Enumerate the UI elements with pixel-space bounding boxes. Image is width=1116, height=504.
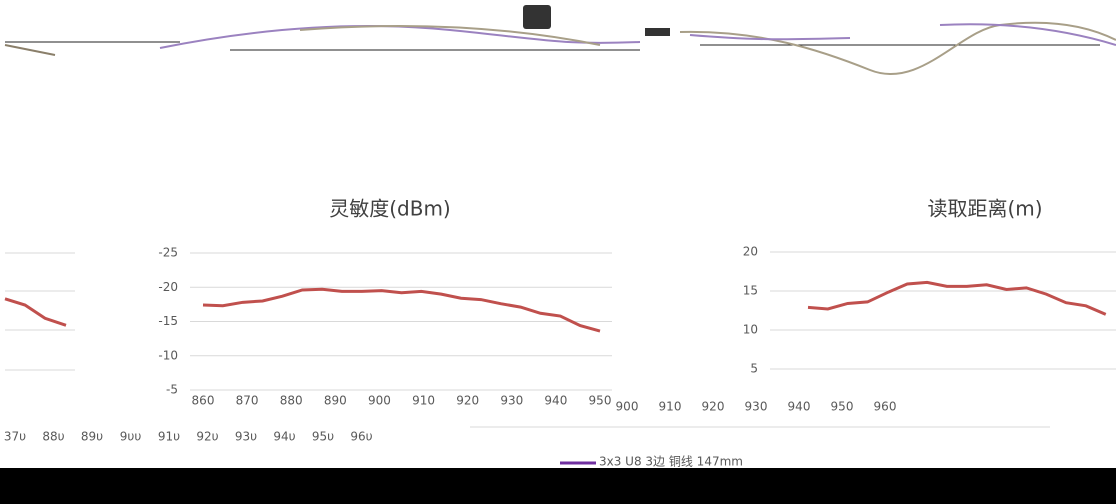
x-tick-label: 920 xyxy=(702,400,725,414)
x-tick-label: 900 xyxy=(616,400,639,414)
black-bar xyxy=(0,468,1116,504)
x-tick-label: 860 xyxy=(192,394,215,408)
x-tick-label: 92υ xyxy=(196,430,218,444)
x-tick-label: 37υ xyxy=(4,430,26,444)
y-tick-label: 10 xyxy=(743,323,758,337)
x-tick-label: 88υ xyxy=(42,430,64,444)
x-tick-label: 94υ xyxy=(273,430,295,444)
fragment-line xyxy=(4,297,67,327)
x-tick-label: 890 xyxy=(324,394,347,408)
data-line xyxy=(202,287,601,333)
left-fragment-grid xyxy=(5,252,75,371)
y-tick-label: -5 xyxy=(166,383,178,397)
x-tick-label: 910 xyxy=(659,400,682,414)
x-tick-label: 880 xyxy=(280,394,303,408)
y-tick-label: 20 xyxy=(743,245,758,259)
x-tick-label: 91υ xyxy=(158,430,180,444)
x-tick-label: 940 xyxy=(788,400,811,414)
x-tick-label: 960 xyxy=(874,400,897,414)
x-tick-label: 96υ xyxy=(350,430,372,444)
y-tick-label: -25 xyxy=(158,246,178,260)
x-tick-label: 9υυ xyxy=(120,430,142,444)
x-tick-label: 950 xyxy=(589,394,612,408)
x-tick-label: 870 xyxy=(236,394,259,408)
cable-decoration xyxy=(4,5,1116,76)
x-tick-label: 930 xyxy=(745,400,768,414)
y-tick-label: 15 xyxy=(743,284,758,298)
x-tick-label: 900 xyxy=(368,394,391,408)
legend-label: 3x3 U8 3边 铜线 147mm xyxy=(599,454,743,469)
x-tick-label: 920 xyxy=(456,394,479,408)
data-line xyxy=(807,280,1107,316)
x-tick-label: 93υ xyxy=(235,430,257,444)
chart-title: 读取距离(m) xyxy=(927,197,1042,221)
x-tick-label: 95υ xyxy=(312,430,334,444)
chart-title: 灵敏度(dBm) xyxy=(329,197,451,221)
x-tick-label: 930 xyxy=(500,394,523,408)
x-tick-label: 940 xyxy=(544,394,567,408)
x-tick-label: 950 xyxy=(831,400,854,414)
y-tick-label: -10 xyxy=(158,348,178,362)
x-tick-label: 910 xyxy=(412,394,435,408)
y-tick-label: 5 xyxy=(750,362,758,376)
x-tick-label: 89υ xyxy=(81,430,103,444)
y-tick-label: -15 xyxy=(158,314,178,328)
y-tick-label: -20 xyxy=(158,280,178,294)
